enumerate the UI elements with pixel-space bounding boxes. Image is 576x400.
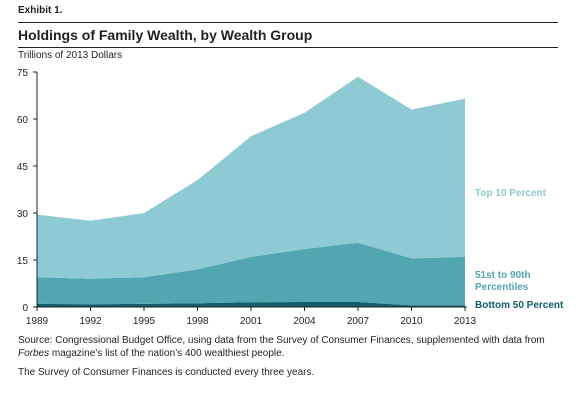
title-rule (18, 47, 558, 48)
source-suffix: magazine’s list of the nation’s 400 weal… (49, 347, 285, 359)
survey-note: The Survey of Consumer Finances is condu… (18, 367, 315, 378)
area-series-2 (37, 76, 465, 279)
series-label-1: 51st to 90th (475, 270, 531, 281)
source-prefix: Source: Congressional Budget Office, usi… (18, 335, 545, 346)
top-rule (18, 22, 558, 23)
y-tick-label: 45 (17, 162, 29, 173)
y-axis-label: Trillions of 2013 Dollars (18, 50, 123, 61)
x-tick-label: 2010 (400, 316, 423, 327)
x-tick-label: 1992 (79, 316, 102, 327)
series-label-1: Percentiles (475, 282, 529, 293)
exhibit-label: Exhibit 1. (18, 5, 63, 16)
chart-title: Holdings of Family Wealth, by Wealth Gro… (18, 27, 313, 43)
source-note: Source: Congressional Budget Office, usi… (18, 335, 563, 360)
area-series-0 (37, 302, 465, 307)
x-tick-label: 1995 (133, 316, 156, 327)
x-tick-label: 2013 (454, 316, 477, 327)
series-label-0: Bottom 50 Percent (475, 300, 564, 311)
series-label-2: Top 10 Percent (475, 188, 547, 199)
x-tick-label: 1989 (26, 316, 49, 327)
y-tick-label: 60 (17, 115, 29, 126)
x-tick-label: 2001 (240, 316, 263, 327)
x-tick-label: 1998 (186, 316, 209, 327)
x-tick-label: 2004 (293, 316, 316, 327)
y-tick-label: 75 (17, 68, 29, 79)
x-tick-label: 2007 (347, 316, 370, 327)
y-tick-label: 0 (22, 303, 28, 314)
y-tick-label: 15 (17, 256, 29, 267)
area-series-1 (37, 242, 465, 306)
y-tick-label: 30 (17, 209, 29, 220)
source-publication: Forbes (18, 347, 50, 359)
